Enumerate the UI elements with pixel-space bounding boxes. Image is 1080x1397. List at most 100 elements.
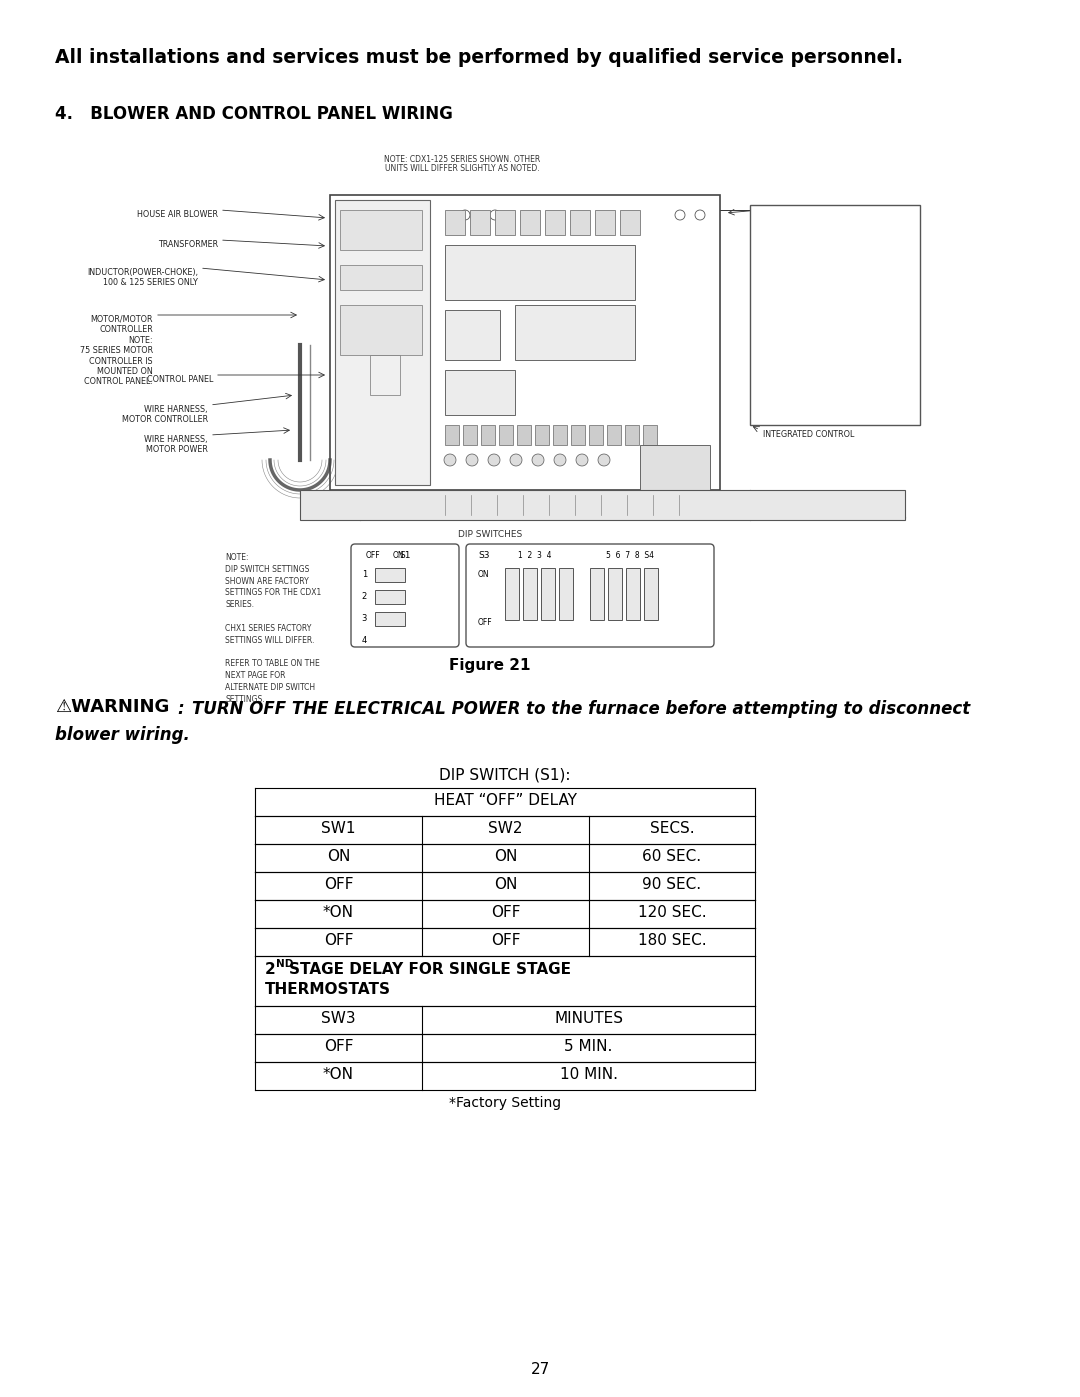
Circle shape (488, 454, 500, 467)
Bar (445, 370, 515, 415)
Text: 27: 27 (530, 1362, 550, 1377)
Bar (517, 425, 531, 446)
Bar (535, 425, 549, 446)
Text: WIRE
HARNESS,
BLOWER: WIRE HARNESS, BLOWER (762, 330, 804, 360)
Text: 5 MIN.: 5 MIN. (565, 1039, 612, 1053)
Bar (463, 425, 477, 446)
Text: S3: S3 (478, 550, 489, 560)
Text: SW1: SW1 (321, 821, 355, 835)
Text: 60 SEC.: 60 SEC. (643, 849, 702, 863)
Circle shape (465, 454, 478, 467)
Text: 3: 3 (362, 615, 367, 623)
Text: WIRE HARNESS,
MOTOR POWER: WIRE HARNESS, MOTOR POWER (145, 434, 208, 454)
Circle shape (510, 454, 522, 467)
Text: CDX1 SERIES
ONLY,
RED LEADS TO
AUX. LIMIT: CDX1 SERIES ONLY, RED LEADS TO AUX. LIMI… (762, 243, 822, 284)
Text: DIP SWITCHES: DIP SWITCHES (458, 529, 522, 539)
Bar (340, 265, 422, 291)
Text: ON: ON (494, 849, 517, 863)
Bar (523, 569, 537, 620)
Text: 1  2  3  4: 1 2 3 4 (518, 550, 552, 560)
Text: INTEGRATED CONTROL: INTEGRATED CONTROL (762, 430, 854, 439)
Bar (515, 305, 635, 360)
Text: HEAT “OFF” DELAY: HEAT “OFF” DELAY (433, 793, 577, 807)
Text: *ON: *ON (323, 905, 354, 921)
Text: SW2: SW2 (488, 821, 523, 835)
Text: THERMOSTAT
SHUNT: THERMOSTAT SHUNT (762, 386, 816, 404)
Bar (335, 200, 430, 485)
Circle shape (490, 210, 500, 219)
Bar (375, 590, 405, 604)
Text: DIP SWITCH (S1):: DIP SWITCH (S1): (440, 768, 570, 782)
Text: 4: 4 (362, 636, 367, 645)
Bar (608, 569, 622, 620)
Bar (519, 210, 540, 235)
Text: TRANSFORMER: TRANSFORMER (158, 240, 218, 249)
Text: 5  6  7  8  S4: 5 6 7 8 S4 (606, 550, 654, 560)
Text: INDUCTOR(POWER-CHOKE),
100 & 125 SERIES ONLY: INDUCTOR(POWER-CHOKE), 100 & 125 SERIES … (87, 268, 198, 288)
Bar (559, 569, 573, 620)
Bar (445, 310, 500, 360)
Circle shape (460, 210, 470, 219)
Bar (571, 425, 585, 446)
Circle shape (532, 454, 544, 467)
Bar (445, 244, 635, 300)
Text: MINUTES: MINUTES (554, 1011, 623, 1025)
Text: OFF: OFF (490, 905, 521, 921)
Circle shape (696, 210, 705, 219)
FancyBboxPatch shape (465, 543, 714, 647)
Bar (375, 569, 405, 583)
Circle shape (598, 454, 610, 467)
Bar (481, 425, 495, 446)
Text: ON: ON (478, 570, 489, 578)
Text: OFF: OFF (366, 550, 380, 560)
Text: MOTOR/MOTOR
CONTROLLER
NOTE:
75 SERIES MOTOR
CONTROLLER IS
MOUNTED ON
CONTROL PA: MOTOR/MOTOR CONTROLLER NOTE: 75 SERIES M… (80, 314, 153, 387)
Text: 90 SEC.: 90 SEC. (643, 877, 702, 893)
Text: OFF: OFF (324, 933, 353, 949)
Text: OFF: OFF (478, 617, 492, 627)
Bar (330, 196, 720, 490)
Text: 10 MIN.: 10 MIN. (559, 1067, 618, 1083)
Bar (499, 425, 513, 446)
Text: GREEN: GREEN (762, 210, 791, 219)
Text: ⚠WARNING: ⚠WARNING (55, 698, 170, 717)
Bar (340, 210, 422, 250)
Text: HOUSE AIR BLOWER: HOUSE AIR BLOWER (137, 210, 218, 219)
Text: :: : (178, 700, 190, 718)
Circle shape (576, 454, 588, 467)
Bar (590, 569, 604, 620)
Bar (595, 210, 615, 235)
Text: 2: 2 (265, 963, 275, 977)
Text: ON: ON (327, 849, 350, 863)
Text: 4.   BLOWER AND CONTROL PANEL WIRING: 4. BLOWER AND CONTROL PANEL WIRING (55, 105, 453, 123)
Text: 180 SEC.: 180 SEC. (637, 933, 706, 949)
Bar (626, 569, 640, 620)
Text: 2: 2 (362, 592, 367, 601)
Bar (620, 210, 640, 235)
Bar (445, 495, 705, 515)
Text: SECS.: SECS. (650, 821, 694, 835)
Bar (445, 425, 459, 446)
Bar (750, 205, 920, 425)
Bar (505, 569, 519, 620)
Text: 1: 1 (362, 570, 367, 578)
Text: OFF: OFF (324, 877, 353, 893)
Text: NOTE: CDX1-125 SERIES SHOWN. OTHER: NOTE: CDX1-125 SERIES SHOWN. OTHER (383, 155, 540, 163)
Text: SW3: SW3 (321, 1011, 355, 1025)
Text: ND: ND (276, 958, 294, 970)
Text: 120 SEC.: 120 SEC. (637, 905, 706, 921)
Text: *ON: *ON (323, 1067, 354, 1083)
Text: OFF: OFF (324, 1039, 353, 1053)
Bar (607, 425, 621, 446)
Text: ON: ON (392, 550, 404, 560)
Text: All installations and services must be performed by qualified service personnel.: All installations and services must be p… (55, 47, 903, 67)
Text: ON: ON (494, 877, 517, 893)
Bar (589, 425, 603, 446)
Bar (643, 425, 657, 446)
Text: →: → (671, 453, 679, 462)
Bar (340, 305, 422, 355)
FancyBboxPatch shape (351, 543, 459, 647)
Bar (300, 490, 905, 520)
Text: CONTROL PANEL: CONTROL PANEL (147, 374, 213, 384)
Circle shape (789, 244, 880, 335)
Text: *Factory Setting: *Factory Setting (449, 1097, 562, 1111)
